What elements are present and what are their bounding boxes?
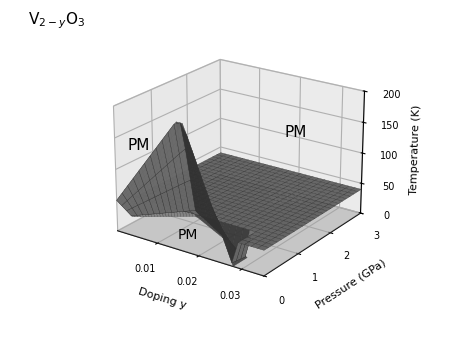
Y-axis label: Pressure (GPa): Pressure (GPa) bbox=[314, 257, 388, 310]
Text: V$_{2-y}$O$_3$: V$_{2-y}$O$_3$ bbox=[28, 10, 86, 31]
X-axis label: Doping y: Doping y bbox=[137, 287, 187, 311]
